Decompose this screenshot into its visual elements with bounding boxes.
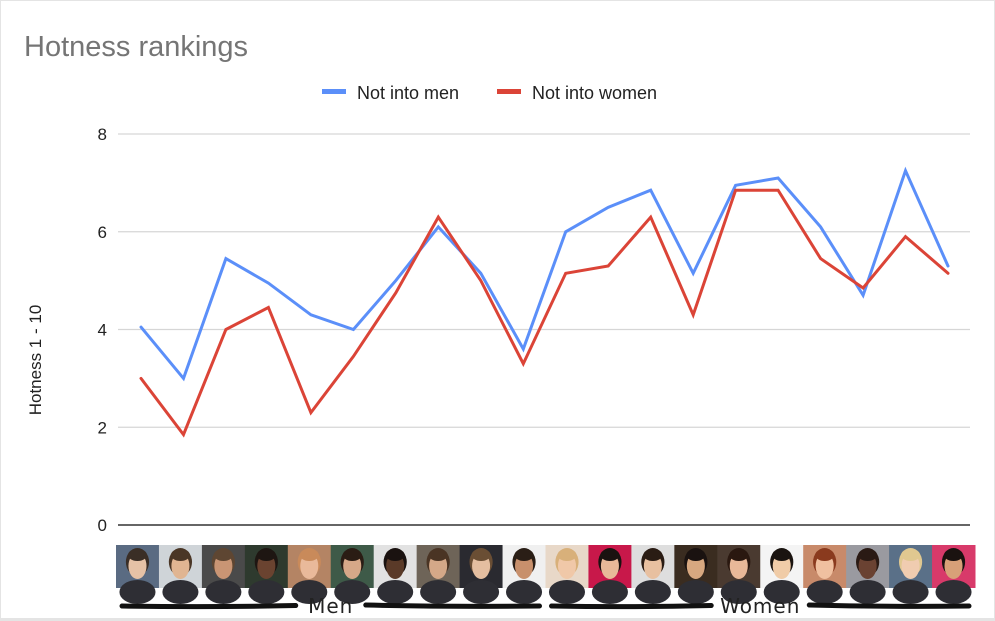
legend: Not into men Not into women [322, 83, 657, 103]
x-thumbnail-photo [588, 545, 632, 604]
x-axis-thumbnails [116, 545, 976, 604]
x-axis-group-labels: Men Women [119, 594, 972, 618]
x-thumbnail-photo [932, 545, 976, 604]
thumbnail-shoulders [935, 580, 972, 604]
x-thumbnail-photo [201, 545, 246, 604]
x-thumbnail-photo [330, 545, 375, 604]
thumbnail-shoulders [377, 580, 414, 604]
thumbnail-shoulders [634, 580, 671, 604]
x-thumbnail-photo [158, 545, 203, 604]
x-thumbnail-photo [717, 545, 761, 604]
legend-swatch-not-into-men [322, 89, 346, 94]
x-thumbnail-photo [459, 545, 504, 604]
thumbnail-hair-top [428, 549, 448, 561]
legend-label-not-into-women: Not into women [532, 83, 657, 103]
thumbnail-shoulders [205, 580, 242, 604]
group-label-men: Men [308, 594, 353, 618]
legend-swatch-not-into-women [497, 89, 521, 94]
x-thumbnail-photo [116, 545, 160, 604]
thumbnail-shoulders [420, 580, 457, 604]
gridlines [118, 133, 970, 428]
x-thumbnail-photo [803, 545, 847, 604]
x-thumbnail-photo [416, 545, 461, 604]
thumbnail-hair-top [686, 549, 706, 561]
x-thumbnail-photo [244, 545, 289, 604]
thumbnail-hair-top [858, 549, 878, 561]
thumbnail-shoulders [548, 580, 586, 604]
legend-label-not-into-men: Not into men [357, 83, 459, 103]
thumbnail-shoulders [677, 580, 714, 604]
thumbnail-shoulders [505, 580, 543, 604]
thumbnail-shoulders [463, 580, 500, 604]
y-tick-label: 0 [98, 516, 107, 535]
series-lines [139, 166, 950, 438]
thumbnail-shoulders [334, 580, 371, 604]
thumbnail-shoulders [849, 580, 886, 604]
thumbnail-shoulders [248, 580, 285, 604]
x-thumbnail-photo [674, 545, 718, 604]
thumbnail-shoulders [119, 580, 156, 604]
thumbnail-shoulders [806, 580, 843, 604]
thumbnail-hair-top [471, 549, 491, 561]
x-thumbnail-photo [631, 545, 675, 604]
y-tick-label: 6 [98, 223, 107, 242]
thumbnail-hair-top [256, 549, 276, 561]
thumbnail-hair-top [643, 549, 663, 561]
thumbnail-hair-top [299, 549, 319, 561]
x-thumbnail-photo [846, 545, 890, 604]
chart-title: Hotness rankings [24, 31, 248, 63]
thumbnail-hair-top [385, 549, 405, 561]
thumbnail-shoulders [720, 580, 757, 604]
thumbnail-hair-top [342, 549, 362, 561]
thumbnail-hair-top [772, 549, 792, 561]
x-thumbnail-photo [287, 545, 332, 604]
thumbnail-hair-top [901, 549, 921, 561]
thumbnail-hair-top [514, 549, 534, 561]
group-label-women: Women [720, 594, 800, 618]
thumbnail-hair-top [815, 549, 835, 561]
x-thumbnail-photo [545, 545, 589, 604]
group-underline-left [549, 603, 714, 610]
series-line-not-into-men [139, 166, 950, 382]
y-tick-label: 8 [98, 125, 107, 144]
thumbnail-hair-top [170, 549, 190, 561]
thumbnail-hair-top [944, 549, 963, 561]
y-tick-label: 4 [98, 321, 107, 340]
x-thumbnail-photo [502, 545, 546, 604]
group-underline-right [363, 602, 542, 609]
y-axis-title: Hotness 1 - 10 [26, 305, 45, 416]
thumbnail-shoulders [291, 580, 328, 604]
x-thumbnail-photo [760, 545, 804, 604]
x-thumbnail-photo [889, 545, 933, 604]
thumbnail-hair-top [729, 549, 749, 561]
group-underline-left [119, 603, 299, 610]
thumbnail-hair-top [128, 549, 147, 561]
thumbnail-shoulders [591, 580, 628, 604]
thumbnail-shoulders [892, 580, 929, 604]
group-underline-right [806, 602, 972, 609]
thumbnail-shoulders [162, 580, 199, 604]
series-line-not-into-women [139, 188, 950, 438]
thumbnail-hair-top [557, 549, 577, 561]
y-tick-label: 2 [98, 418, 107, 437]
y-axis-ticks: 0 2 4 6 8 [98, 125, 107, 535]
thumbnail-shoulders [763, 580, 800, 604]
thumbnail-hair-top [600, 549, 620, 561]
x-thumbnail-photo [373, 545, 418, 604]
thumbnail-hair-top [213, 549, 233, 561]
